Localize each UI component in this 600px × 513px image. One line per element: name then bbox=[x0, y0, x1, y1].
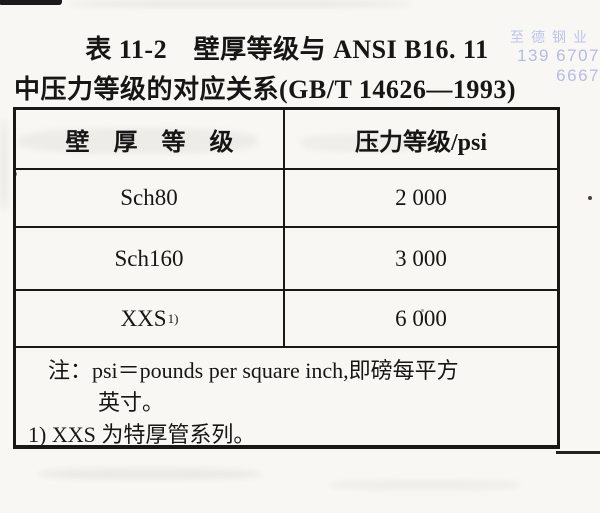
note-line-psi-definition: 注：psi＝pounds per square inch,即磅每平方 bbox=[48, 358, 459, 383]
scan-edge-artifact bbox=[0, 0, 62, 5]
table-row: Sch80 2 000 bbox=[16, 170, 557, 228]
header-cell-wall-thickness-grade: 壁 厚 等 级 bbox=[16, 110, 285, 168]
cell-grade: Sch160 bbox=[16, 228, 285, 289]
note-line-continuation: 英寸。 bbox=[98, 390, 165, 415]
grade-value: XXS bbox=[120, 305, 167, 331]
table-row: XXS 1) 6 000 bbox=[16, 291, 557, 348]
footnote-xxs: 1) XXS 为特厚管系列。 bbox=[28, 422, 256, 447]
grade-value: Sch80 bbox=[120, 185, 178, 210]
page-rule-line bbox=[556, 451, 600, 454]
table-caption-line2: 中压力等级的对应关系(GB/T 14626—1993) bbox=[14, 75, 516, 104]
table-notes: 注：psi＝pounds per square inch,即磅每平方 英寸。 1… bbox=[16, 348, 557, 451]
watermark-company-name: 至德钢业 bbox=[510, 29, 594, 45]
table-header-row: 壁 厚 等 级 压力等级/psi bbox=[16, 110, 557, 170]
grade-value: Sch160 bbox=[114, 245, 184, 271]
cell-grade: Sch80 bbox=[16, 170, 285, 226]
ink-bleedthrough bbox=[18, 128, 258, 154]
scan-smudge bbox=[330, 480, 520, 490]
header-cell-pressure-class-psi: 压力等级/psi bbox=[354, 129, 488, 156]
scan-speck bbox=[588, 196, 592, 200]
scan-speck bbox=[421, 309, 424, 312]
pressure-class-table: 壁 厚 等 级 压力等级/psi Sch80 2 000 Sch160 3 00… bbox=[13, 107, 560, 449]
watermark-phone-number: 139 6707 6667 bbox=[517, 46, 600, 85]
cell-pressure: 6 000 bbox=[395, 305, 447, 331]
cell-grade: XXS 1) bbox=[16, 291, 285, 346]
cell-pressure: 2 000 bbox=[395, 185, 447, 210]
scan-smudge bbox=[40, 468, 260, 480]
table-caption: 表 11-2 壁厚等级与 ANSI B16. 11 中压力等级的对应关系(GB/… bbox=[14, 29, 560, 106]
scan-smudge bbox=[0, 120, 8, 210]
scan-smudge bbox=[70, 1, 410, 7]
table-row: Sch160 3 000 bbox=[16, 228, 557, 291]
ink-bleedthrough bbox=[300, 134, 430, 152]
table-caption-line1: 表 11-2 壁厚等级与 ANSI B16. 11 bbox=[85, 35, 489, 64]
cell-pressure: 3 000 bbox=[395, 245, 447, 271]
